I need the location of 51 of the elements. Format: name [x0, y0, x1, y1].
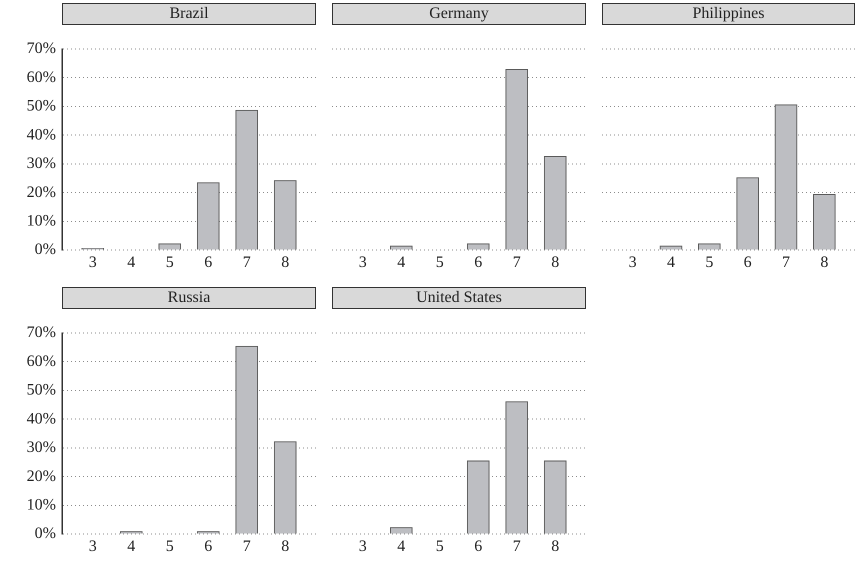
x-tick-label: 6: [474, 254, 482, 271]
x-tick-label: 7: [782, 254, 790, 271]
chart-title: Brazil: [169, 5, 209, 22]
x-tick-label: 8: [820, 254, 828, 271]
x-tick-label: 7: [512, 538, 521, 555]
y-tick-label: 60%: [26, 352, 56, 370]
y-tick-label: 70%: [26, 40, 56, 58]
x-tick-label: 8: [551, 538, 560, 555]
x-tick-label: 7: [242, 538, 251, 555]
x-tick-label: 6: [204, 538, 212, 555]
y-tick-label: 40%: [26, 126, 56, 144]
x-tick-label: 5: [166, 538, 174, 555]
x-tick-label: 5: [436, 538, 444, 555]
x-tick-label: 8: [281, 538, 290, 555]
x-tick-label: 3: [628, 254, 637, 271]
y-tick-label: 60%: [26, 68, 56, 86]
x-tick-label: 4: [667, 254, 675, 271]
x-tick-label: 4: [127, 254, 136, 271]
y-tick-label: 0%: [34, 525, 56, 542]
x-tick-label: 5: [436, 254, 444, 271]
x-tick-label: 4: [397, 538, 406, 555]
x-tick-label: 4: [397, 254, 406, 271]
x-tick-label: 7: [242, 254, 251, 271]
x-tick-label: 6: [204, 254, 212, 271]
x-tick-label: 8: [281, 254, 290, 271]
x-tick-label: 5: [166, 254, 174, 271]
x-tick-label: 8: [551, 254, 560, 271]
x-tick-label: 3: [358, 254, 367, 271]
x-tick-label: 6: [474, 538, 482, 555]
y-tick-label: 30%: [26, 439, 56, 456]
chart-title: Russia: [168, 289, 210, 306]
x-tick-label: 3: [88, 538, 97, 555]
x-tick-label: 3: [88, 254, 97, 271]
x-tick-label: 3: [358, 538, 367, 555]
x-tick-label: 5: [705, 254, 714, 271]
x-tick-label: 7: [512, 254, 521, 271]
y-tick-label: 10%: [26, 212, 56, 230]
y-tick-label: 70%: [26, 324, 56, 342]
y-tick-label: 20%: [26, 468, 56, 485]
chart-title: Philippines: [692, 5, 764, 22]
chart-title: Germany: [429, 5, 489, 22]
chart-title: United States: [416, 289, 502, 306]
y-tick-label: 50%: [26, 98, 56, 115]
y-tick-label: 0%: [34, 241, 56, 258]
y-tick-label: 40%: [26, 410, 56, 428]
x-tick-label: 4: [127, 538, 136, 555]
y-tick-label: 50%: [26, 382, 56, 399]
y-tick-label: 20%: [26, 184, 56, 201]
x-tick-label: 6: [744, 254, 752, 271]
y-tick-label: 10%: [26, 496, 56, 514]
y-tick-label: 30%: [26, 155, 56, 172]
